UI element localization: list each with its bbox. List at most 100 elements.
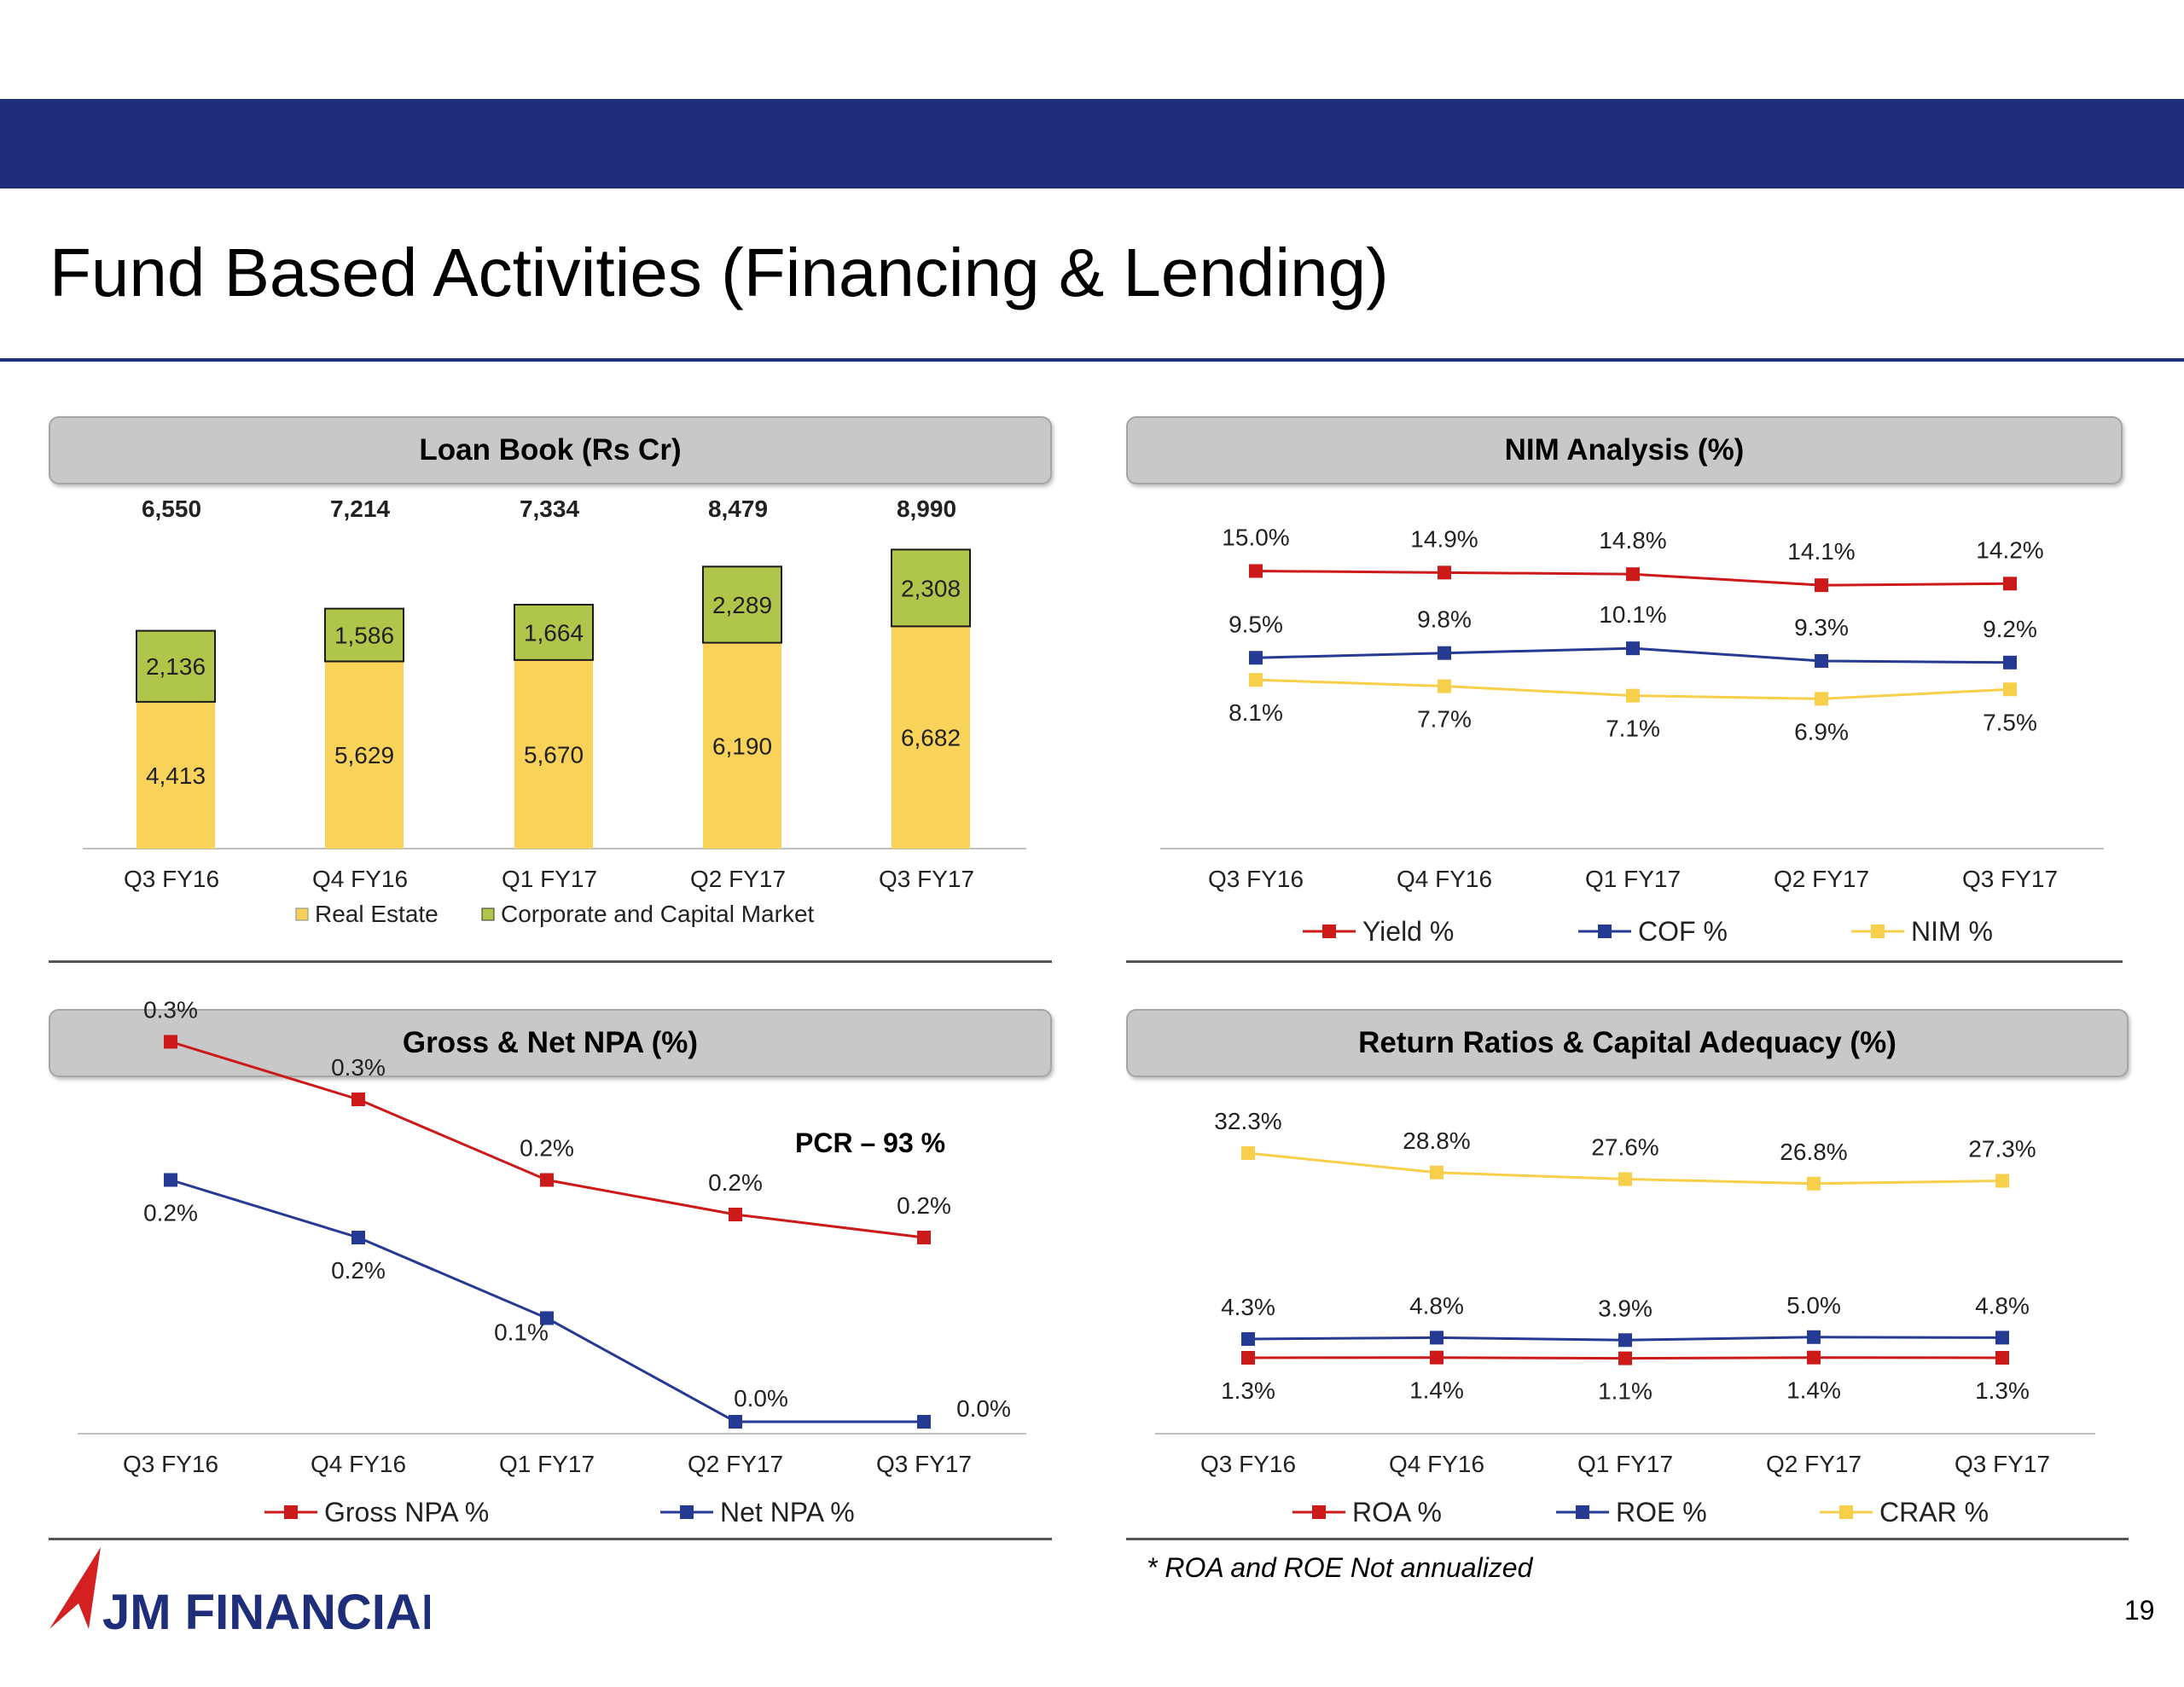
npa-x-tick-label: Q3 FY16 (123, 1451, 218, 1477)
bar-label-real-estate: 5,670 (524, 741, 584, 768)
npa-data-label-0: 0.3% (331, 1054, 386, 1081)
ret-marker-0 (1807, 1350, 1821, 1365)
bar-label-corporate: 1,586 (334, 623, 394, 649)
footnote: * ROA and ROE Not annualized (1147, 1552, 1533, 1583)
nim-data-label-2: 6.9% (1794, 718, 1849, 745)
npa-marker-0 (729, 1208, 742, 1221)
bar-total-label: 6,550 (142, 496, 201, 522)
x-tick-label: Q3 FY16 (124, 866, 219, 892)
ret-marker-1 (1241, 1332, 1255, 1346)
ret-data-label-0: 1.3% (1975, 1377, 2030, 1404)
ret-x-tick-label: Q2 FY17 (1766, 1451, 1862, 1477)
nim-marker-0 (1249, 564, 1263, 578)
bar-real-estate (892, 626, 970, 849)
bar-label-real-estate: 5,629 (334, 742, 394, 768)
legend-swatch-real-estate (295, 907, 309, 921)
npa-data-label-1: 0.0% (734, 1385, 788, 1412)
ret-marker-1 (1430, 1330, 1443, 1345)
bar-label-corporate: 1,664 (524, 619, 584, 646)
bar-total-label: 8,990 (897, 496, 956, 522)
bar-real-estate (325, 661, 404, 849)
nim-x-tick-label: Q2 FY17 (1774, 866, 1869, 892)
npa-x-tick-label: Q3 FY17 (876, 1451, 972, 1477)
bar-label-real-estate: 6,682 (901, 725, 961, 751)
ret-legend-marker-1 (1576, 1505, 1589, 1519)
legend-label-real-estate: Real Estate (315, 901, 439, 927)
npa-data-label-1: 0.2% (331, 1257, 386, 1284)
bar-real-estate (703, 642, 781, 849)
npa-chart: 0.3% 0.3% 0.2% 0.2% 0.2% Gross NPA % 0.2% 0.2% 0… (78, 997, 1026, 1528)
bar-label-corporate: 2,289 (712, 592, 772, 618)
pcr-annotation: PCR – 93 % (795, 1128, 946, 1158)
nim-marker-1 (1438, 646, 1451, 660)
ret-marker-0 (1430, 1350, 1443, 1365)
nim-marker-2 (1626, 688, 1640, 703)
ret-legend-marker-2 (1839, 1505, 1853, 1519)
ret-data-label-1: 4.8% (1975, 1292, 2030, 1319)
nim-data-label-1: 9.2% (1983, 616, 2037, 642)
npa-marker-1 (351, 1231, 365, 1244)
nim-data-label-2: 7.1% (1606, 716, 1660, 742)
logo-text: JM FINANCIAL (102, 1585, 430, 1638)
nim-marker-0 (2003, 577, 2017, 591)
nim-data-label-0: 14.1% (1787, 538, 1855, 565)
npa-marker-1 (540, 1311, 554, 1325)
bar-real-estate (514, 659, 593, 849)
legend-label-corporate: Corporate and Capital Market (501, 901, 815, 927)
bar-corporate (324, 607, 404, 663)
ret-data-label-1: 4.8% (1409, 1292, 1464, 1319)
nim-data-label-0: 14.9% (1410, 525, 1478, 552)
npa-data-label-1: 0.0% (956, 1395, 1011, 1422)
nim-marker-2 (1438, 679, 1451, 693)
ret-data-label-0: 1.3% (1221, 1377, 1275, 1404)
ret-data-label-0: 1.4% (1409, 1377, 1464, 1404)
bar-total-label: 7,214 (330, 496, 390, 522)
npa-divider (49, 1538, 1052, 1540)
ret-marker-0 (1618, 1351, 1632, 1365)
return-ratios-header: Return Ratios & Capital Adequacy (%) (1126, 1009, 2129, 1077)
ret-data-label-0: 1.4% (1786, 1377, 1841, 1404)
nim-marker-0 (1815, 578, 1828, 593)
nim-legend-label-0: Yield % (1362, 916, 1454, 947)
npa-data-label-1: 0.2% (143, 1200, 198, 1226)
ret-legend-marker-0 (1312, 1505, 1326, 1519)
npa-x-tick-label: Q1 FY17 (499, 1451, 595, 1477)
nim-data-label-2: 7.5% (1983, 709, 2037, 735)
bar-label-real-estate: 6,190 (712, 733, 772, 759)
nim-data-label-1: 9.3% (1794, 614, 1849, 641)
npa-marker-0 (917, 1231, 931, 1244)
bar-total-label: 8,479 (708, 496, 768, 522)
nim-marker-2 (1249, 673, 1263, 687)
nim-marker-1 (1626, 641, 1640, 656)
nim-marker-1 (1249, 651, 1263, 665)
npa-marker-1 (729, 1415, 742, 1429)
nim-legend-marker-2 (1871, 925, 1885, 938)
ret-data-label-2: 32.3% (1214, 1108, 1281, 1134)
npa-x-tick-label: Q2 FY17 (688, 1451, 783, 1477)
page-number: 19 (2124, 1595, 2155, 1626)
bar-label-corporate: 2,136 (146, 653, 206, 680)
nim-data-label-0: 14.8% (1599, 527, 1666, 554)
nim-x-tick-label: Q4 FY16 (1397, 866, 1492, 892)
bar-label-real-estate: 4,413 (146, 762, 206, 789)
nim-marker-1 (2003, 655, 2017, 670)
nim-data-label-1: 9.8% (1417, 606, 1472, 633)
npa-legend-marker-0 (284, 1505, 298, 1519)
nim-data-label-1: 9.5% (1228, 611, 1283, 637)
npa-header: Gross & Net NPA (%) (49, 1009, 1052, 1077)
ret-data-label-1: 5.0% (1786, 1292, 1841, 1319)
loan-book-header: Loan Book (Rs Cr) (49, 416, 1052, 484)
ret-marker-2 (1995, 1174, 2009, 1188)
npa-x-tick-label: Q4 FY16 (311, 1451, 406, 1477)
nim-legend-label-2: NIM % (1911, 916, 1993, 947)
ret-legend-label-2: CRAR % (1879, 1497, 1989, 1528)
returns-divider (1126, 1538, 2129, 1540)
npa-legend-marker-1 (680, 1505, 694, 1519)
page-title: Fund Based Activities (Financing & Lendi… (49, 235, 1389, 310)
bar-corporate (514, 603, 594, 661)
jm-financial-logo: JM FINANCIAL (49, 1547, 430, 1638)
npa-data-label-1: 0.1% (494, 1319, 549, 1346)
ret-marker-2 (1241, 1146, 1255, 1160)
ret-marker-1 (1807, 1330, 1821, 1344)
ret-legend-label-1: ROE % (1616, 1497, 1707, 1528)
